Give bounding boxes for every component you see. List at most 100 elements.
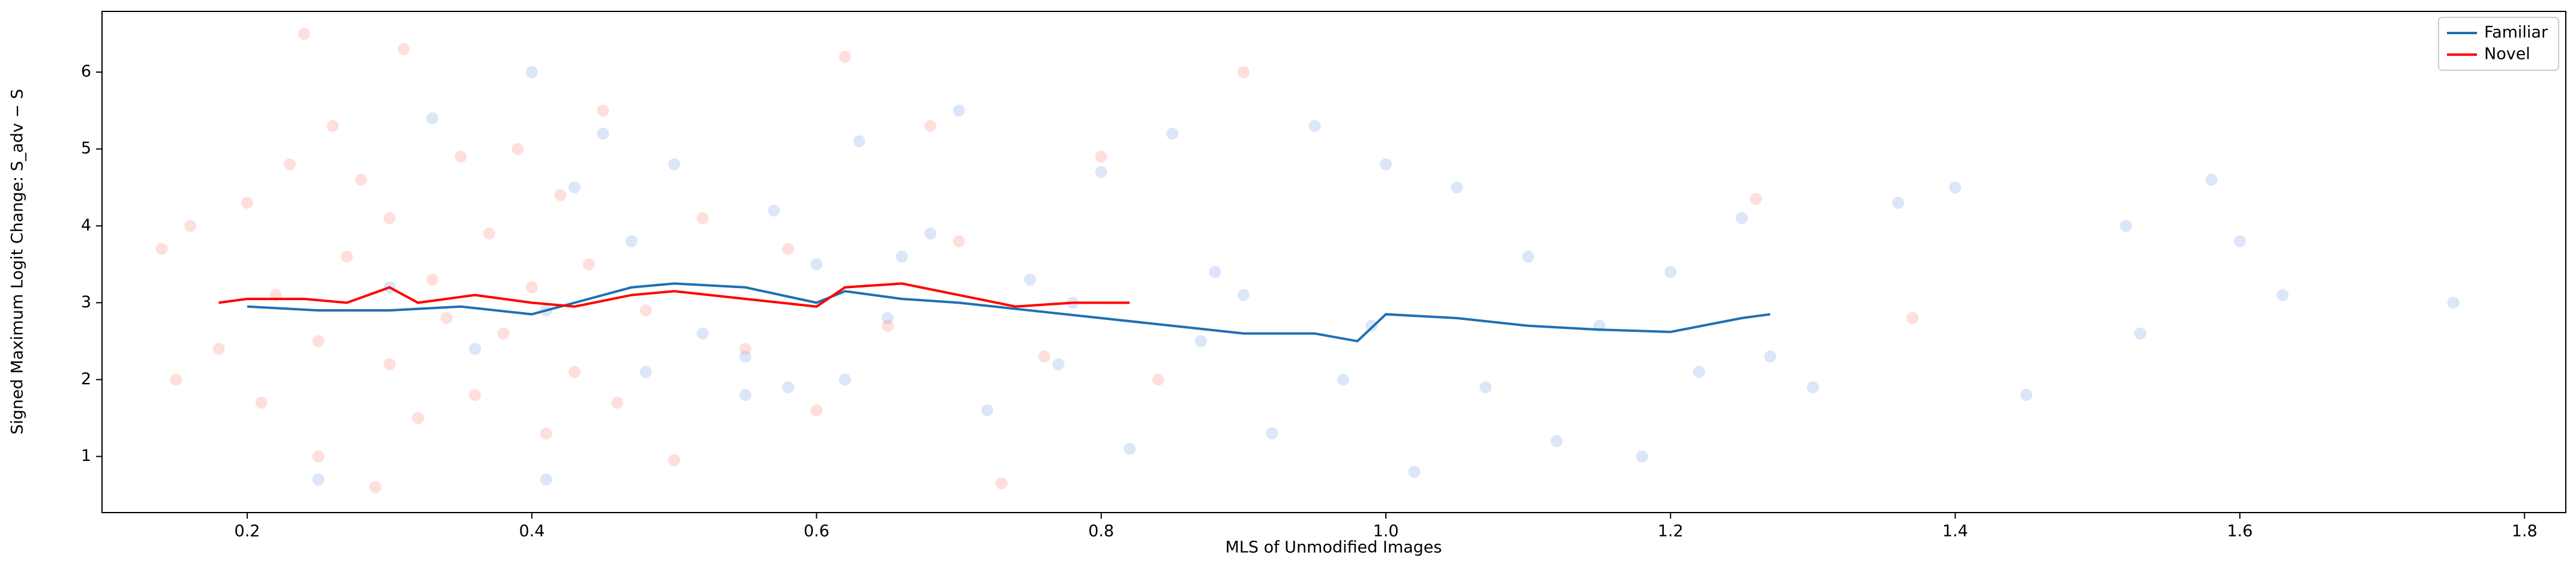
scatter-point: [583, 258, 595, 271]
x-tick-label: 0.6: [804, 522, 829, 541]
scatter-point: [1408, 466, 1421, 478]
scatter-point: [1807, 381, 1819, 394]
scatter-point: [1124, 442, 1136, 455]
scatter-point: [312, 450, 325, 463]
scatter-point: [412, 412, 424, 424]
scatter-point: [1038, 351, 1050, 363]
scatter-point: [568, 181, 581, 194]
x-tick-label: 1.8: [2512, 522, 2538, 541]
scatter-point: [1095, 151, 1107, 163]
scatter-point: [1550, 435, 1563, 447]
y-tick-label: 4: [81, 216, 91, 235]
scatter-point: [639, 304, 652, 317]
y-tick-label: 3: [81, 293, 91, 312]
scatter-point: [639, 366, 652, 378]
x-tick-label: 1.2: [1658, 522, 1684, 541]
scatter-point: [597, 127, 609, 140]
scatter-point: [312, 473, 325, 486]
scatter-point: [1365, 319, 1378, 332]
scatter-point: [924, 119, 937, 132]
scatter-point: [838, 50, 851, 63]
legend-box: [2438, 17, 2559, 71]
scatter-point: [1664, 266, 1677, 278]
scatter-point: [1693, 366, 1705, 378]
x-tick-label: 0.4: [519, 522, 545, 541]
scatter-point: [952, 104, 965, 117]
y-tick-label: 5: [81, 139, 91, 158]
scatter-point: [554, 189, 567, 202]
scatter-point: [440, 312, 453, 324]
scatter-point: [981, 404, 994, 417]
scatter-point: [155, 242, 168, 255]
scatter-point: [739, 343, 751, 355]
scatter-point: [1380, 158, 1392, 170]
scatter-point: [540, 473, 552, 486]
scatter-point: [1735, 212, 1748, 224]
scatter-point: [782, 381, 795, 394]
scatter-point: [469, 389, 481, 402]
scatter-point: [540, 427, 552, 440]
scatter-point: [1266, 427, 1278, 440]
scatter-point: [1166, 127, 1179, 140]
y-axis-label: Signed Maximum Logit Change: S_adv − S: [8, 89, 27, 435]
y-tick-label: 6: [81, 62, 91, 81]
scatter-point: [1052, 358, 1065, 370]
scatter-point: [526, 66, 538, 79]
scatter-point: [810, 258, 823, 271]
scatter-point: [1764, 351, 1777, 363]
scatter-point: [838, 373, 851, 386]
scatter-point: [1479, 381, 1492, 394]
scatter-point: [1152, 373, 1164, 386]
scatter-point: [1308, 119, 1321, 132]
plot-frame: [101, 11, 2566, 513]
scatter-point: [284, 158, 296, 170]
scatter-point: [1949, 181, 1961, 194]
scatter-point: [327, 119, 339, 132]
x-tick-label: 1.6: [2227, 522, 2252, 541]
legend-label: Familiar: [2484, 23, 2548, 42]
scatter-point: [526, 281, 538, 294]
scatter-point: [739, 351, 751, 363]
scatter-point: [924, 227, 937, 240]
scatter-point: [882, 312, 894, 324]
x-tick-label: 1.0: [1373, 522, 1399, 541]
scatter-point: [597, 104, 609, 117]
scatter-point: [1024, 273, 1037, 286]
scatter-point: [568, 366, 581, 378]
scatter-point: [768, 204, 780, 217]
scatter-point: [696, 327, 709, 340]
scatter-point: [1892, 196, 1904, 209]
scatter-point: [184, 220, 197, 232]
scatter-point: [384, 212, 396, 224]
scatter-point: [1906, 312, 1919, 324]
scatter-point: [882, 319, 894, 332]
scatter-point: [511, 143, 524, 155]
scatter-point: [255, 396, 268, 409]
x-tick-label: 0.8: [1088, 522, 1114, 541]
scatter-point: [241, 196, 253, 209]
scatter-point: [1095, 166, 1107, 178]
scatter-point: [355, 173, 367, 186]
scatter-point: [668, 454, 681, 466]
scatter-point: [212, 343, 225, 355]
scatter-point: [469, 343, 481, 355]
scatter-point: [782, 242, 795, 255]
scatter-point: [2020, 389, 2033, 402]
scatter-point: [340, 250, 353, 263]
scatter-point: [739, 389, 751, 402]
scatter-point: [810, 404, 823, 417]
scatter-point: [2233, 235, 2246, 247]
scatter-point: [426, 112, 439, 125]
scatter-point: [312, 335, 325, 348]
y-tick-label: 1: [81, 447, 91, 465]
scatter-point: [1337, 373, 1349, 386]
scatter-point: [298, 28, 310, 40]
scatter-point: [895, 250, 908, 263]
scatter-point: [397, 43, 410, 55]
scatter-point: [853, 135, 865, 148]
scatter-point: [426, 273, 439, 286]
scatter-point: [1237, 66, 1250, 79]
scatter-point: [1750, 193, 1762, 205]
scatter-point: [1522, 250, 1535, 263]
